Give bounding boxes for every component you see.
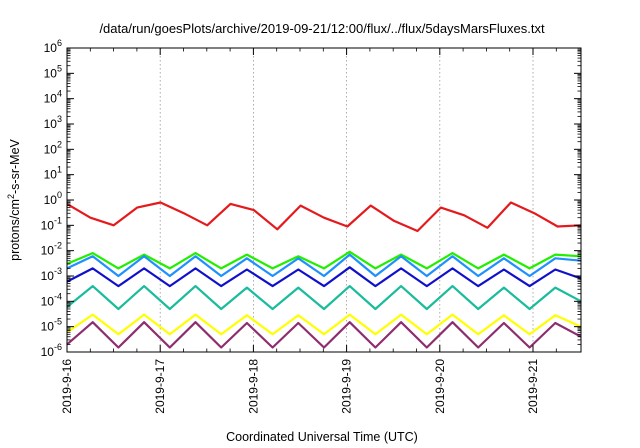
y-tick-base: 10	[41, 269, 55, 283]
series-line-6	[66, 313, 582, 336]
series-line-3	[66, 253, 582, 278]
x-axis-label: Coordinated Universal Time (UTC)	[226, 430, 418, 444]
y-axis-label-base: protons/cm	[8, 199, 22, 261]
x-gridlines	[159, 48, 534, 352]
x-tick-label: 2019-9-17	[153, 359, 167, 414]
y-tick-base: 10	[44, 41, 58, 55]
series-line-7	[66, 321, 582, 349]
x-tick-label: 2019-9-20	[433, 359, 447, 414]
series-line-4	[66, 266, 582, 288]
y-tick-base: 10	[44, 66, 58, 80]
y-tick-exp: 5	[57, 63, 62, 73]
y-tick-base: 10	[44, 142, 58, 156]
y-axis-label-rest: -s-sr-MeV	[8, 138, 22, 194]
y-tick-exp: -1	[54, 215, 62, 225]
y-tick-base: 10	[44, 92, 58, 106]
y-tick-exp: -5	[54, 317, 62, 327]
y-tick-label: 10-3	[41, 266, 62, 283]
y-tick-label: 10-2	[41, 241, 62, 258]
series-line-5	[66, 285, 582, 311]
y-ticks: 10-610-510-410-310-210-11001011021031041…	[41, 38, 581, 359]
y-tick-label: 105	[44, 63, 62, 80]
y-tick-label: 10-6	[41, 342, 62, 359]
series-line-2	[66, 250, 582, 270]
y-tick-exp: -3	[54, 266, 62, 276]
y-tick-exp: 4	[57, 89, 62, 99]
y-tick-exp: -4	[54, 291, 62, 301]
y-tick-label: 101	[44, 165, 62, 182]
x-tick-label: 2019-9-16	[60, 359, 74, 414]
y-tick-exp: 1	[57, 165, 62, 175]
series-line-1	[66, 201, 582, 233]
y-tick-exp: 3	[57, 114, 62, 124]
y-tick-base: 10	[44, 193, 58, 207]
y-tick-label: 104	[44, 89, 62, 106]
y-tick-base: 10	[41, 345, 55, 359]
y-tick-label: 103	[44, 114, 62, 131]
y-tick-exp: -2	[54, 241, 62, 251]
x-tick-label: 2019-9-21	[526, 359, 540, 414]
series-group	[66, 201, 582, 349]
y-tick-label: 100	[44, 190, 62, 207]
plot-frame	[66, 47, 582, 353]
chart-title: /data/run/goesPlots/archive/2019-09-21/1…	[99, 21, 545, 36]
y-tick-exp: 2	[57, 139, 62, 149]
y-tick-label: 10-1	[41, 215, 62, 232]
x-tick-label: 2019-9-18	[246, 359, 260, 414]
y-tick-label: 106	[44, 38, 62, 55]
y-tick-base: 10	[41, 218, 55, 232]
y-tick-base: 10	[44, 117, 58, 131]
y-tick-exp: 6	[57, 38, 62, 48]
y-tick-label: 10-4	[41, 291, 62, 308]
y-tick-exp: -6	[54, 342, 62, 352]
axes	[66, 47, 582, 353]
y-tick-label: 102	[44, 139, 62, 156]
y-tick-exp: 0	[57, 190, 62, 200]
x-ticks: 2019-9-16 2019-9-17 2019-9-18 2019-9-19 2019…	[60, 48, 557, 414]
y-tick-base: 10	[41, 320, 55, 334]
y-tick-base: 10	[44, 168, 58, 182]
x-tick-label: 2019-9-19	[340, 359, 354, 414]
y-axis-label-sup: 2	[6, 194, 16, 199]
y-tick-base: 10	[41, 244, 55, 258]
y-tick-base: 10	[41, 294, 55, 308]
y-axis-label: protons/cm2-s-sr-MeV	[6, 138, 22, 260]
y-tick-label: 10-5	[41, 317, 62, 334]
